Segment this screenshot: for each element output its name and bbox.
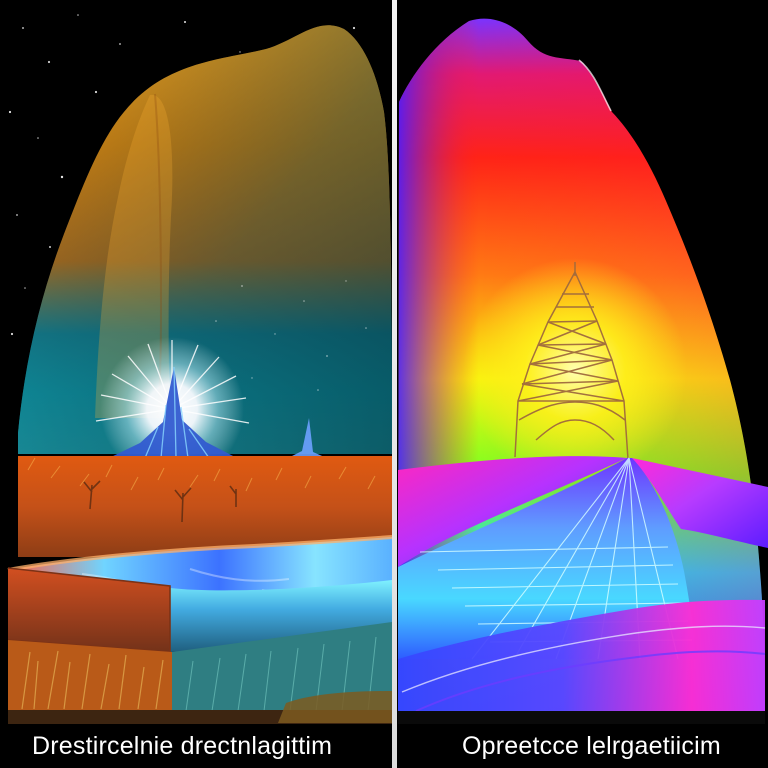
lattice-tower [514, 262, 629, 460]
right-caption: Opreetcce lelrgaetiicim [462, 732, 721, 760]
rust-block [8, 568, 170, 652]
distant-spire [286, 418, 329, 459]
grass-field [18, 456, 392, 557]
magenta-right-strip [632, 458, 768, 548]
left-caption: Drestircelnie drectnlagittim [32, 732, 333, 760]
panel-divider [392, 0, 397, 768]
purple-left-strip [398, 456, 627, 567]
foreground-grass [8, 640, 172, 710]
crystal-spire [109, 367, 237, 458]
